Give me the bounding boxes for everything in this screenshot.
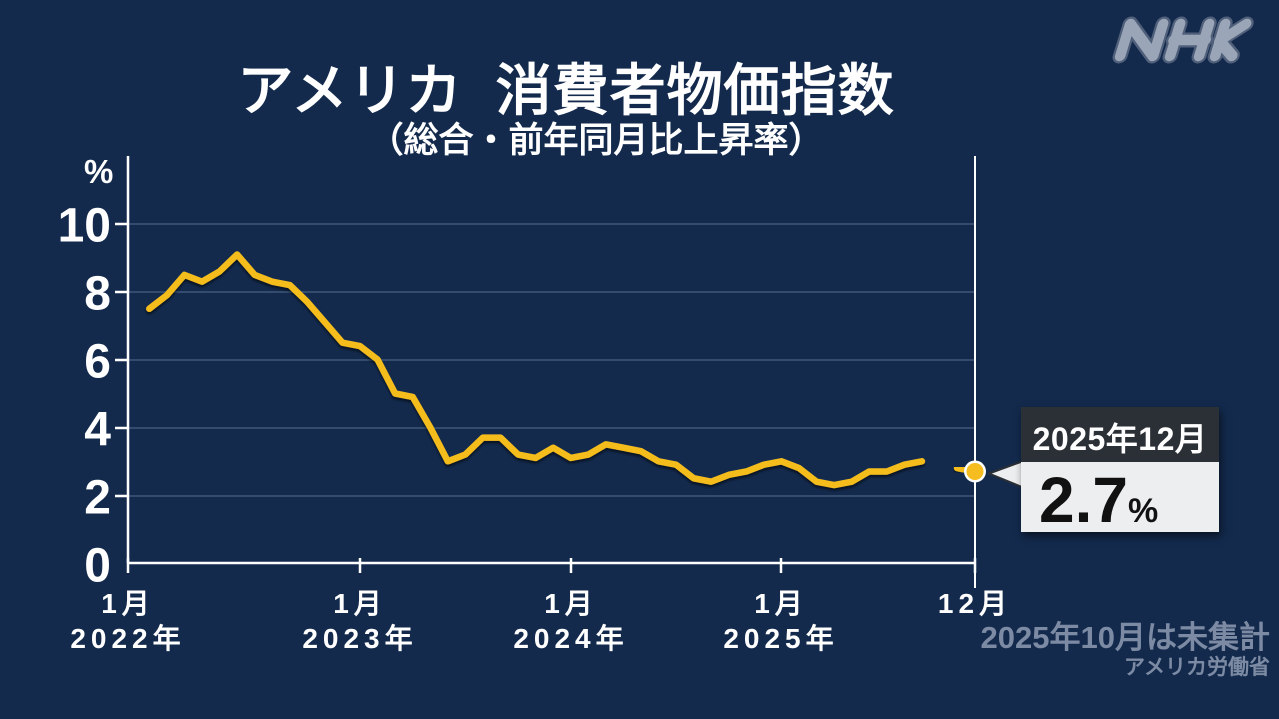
svg-text:1月: 1月 <box>754 588 808 619</box>
svg-text:2023年: 2023年 <box>302 622 417 654</box>
svg-text:10: 10 <box>58 200 111 253</box>
svg-text:12月: 12月 <box>938 588 1012 619</box>
svg-text:0: 0 <box>84 540 111 593</box>
svg-text:アメリカ労働省: アメリカ労働省 <box>1124 655 1270 679</box>
svg-text:2022年: 2022年 <box>70 622 185 654</box>
svg-text:1月: 1月 <box>101 588 155 619</box>
svg-text:1月: 1月 <box>333 588 387 619</box>
svg-text:2: 2 <box>84 472 111 525</box>
svg-text:8: 8 <box>84 268 111 321</box>
svg-text:6: 6 <box>84 336 111 389</box>
svg-text:4: 4 <box>84 404 111 457</box>
svg-text:2024年: 2024年 <box>513 622 628 654</box>
svg-text:%: % <box>84 153 113 190</box>
svg-text:2025年10月は未集計: 2025年10月は未集計 <box>981 620 1270 655</box>
svg-text:2025年: 2025年 <box>723 622 838 654</box>
svg-text:1月: 1月 <box>544 588 598 619</box>
